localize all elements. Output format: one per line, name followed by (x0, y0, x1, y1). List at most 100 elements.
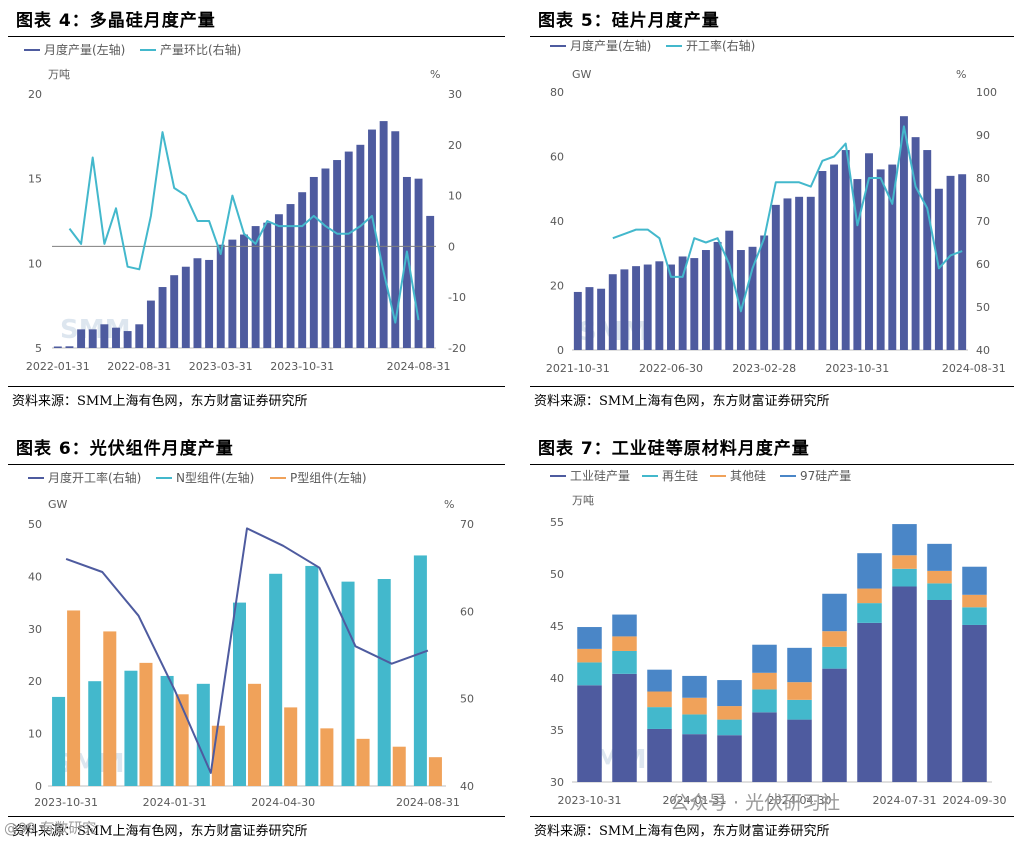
legend-label: P型组件(左轴) (290, 470, 367, 485)
bar-97-silicon (647, 669, 672, 692)
y-tick-label-left: 10 (28, 728, 42, 741)
bar-n-type (196, 683, 210, 786)
x-tick-label: 2022-06-30 (639, 362, 703, 375)
y-tick-label-left: 40 (28, 570, 42, 583)
bar-n-type (232, 602, 246, 786)
right-axis-unit: % (956, 68, 966, 81)
y-tick-label-left: 60 (550, 151, 564, 164)
title-rule (8, 36, 505, 37)
x-tick-label: 2024-01-31 (663, 794, 727, 807)
bar-industrial-silicon (752, 712, 777, 782)
bar-recycled-silicon (927, 583, 952, 600)
bar (112, 327, 120, 348)
bar (298, 192, 307, 348)
bar-industrial-silicon (787, 719, 812, 782)
bar-p-type (248, 683, 262, 786)
bar-n-type (305, 565, 319, 786)
bar (333, 160, 342, 348)
bar (170, 275, 179, 348)
bar-industrial-silicon (822, 668, 847, 782)
left-axis-unit: 万吨 (572, 494, 594, 507)
legend-label: 开工率(右轴) (686, 38, 755, 53)
bar-industrial-silicon (717, 735, 742, 782)
bar (123, 331, 132, 348)
right-axis-unit: % (444, 498, 454, 511)
x-tick-label: 2024-01-31 (143, 796, 207, 809)
bar-recycled-silicon (577, 662, 602, 686)
source-rule (8, 386, 505, 387)
bar-n-type (341, 581, 355, 786)
bar (263, 222, 272, 348)
chart-module: 月度开工率(右轴) N型组件(左轴) P型组件(左轴) GW % 50 40 30 20 10 0 7… (28, 470, 474, 809)
bar (88, 329, 97, 348)
bar (713, 241, 722, 350)
bar-industrial-silicon (927, 600, 952, 782)
y-tick-label-left: 5 (35, 342, 42, 355)
bar (391, 131, 400, 348)
bar (632, 266, 641, 350)
chart-title-wafer: 图表 5：硅片月度产量 (538, 11, 720, 31)
bar-97-silicon (962, 566, 987, 595)
bar-p-type (392, 746, 406, 786)
bar-other-silicon (892, 555, 917, 569)
series-line (68, 131, 420, 324)
chart-polysilicon: 月度产量(左轴)产量环比(右轴)万吨%20151053020100-10-20S… (24, 42, 466, 373)
bar (888, 164, 897, 350)
source-rule (8, 816, 505, 817)
series-line (612, 125, 963, 313)
x-tick-label: 2023-03-31 (189, 360, 253, 373)
chart-title-polysilicon: 图表 4：多晶硅月度产量 (16, 11, 216, 31)
bar-97-silicon (857, 553, 882, 589)
source-rule (530, 386, 1014, 387)
bar (876, 169, 885, 350)
bar (830, 164, 839, 350)
bar (426, 215, 435, 348)
bar (934, 188, 943, 350)
bar (597, 288, 606, 350)
x-tick-label: 2022-08-31 (107, 360, 171, 373)
y-tick-label-left: 80 (550, 86, 564, 99)
bar (274, 214, 283, 348)
bar (678, 256, 687, 350)
x-tick-label: 2024-04-30 (768, 794, 832, 807)
bar-industrial-silicon (962, 624, 987, 782)
y-tick-label-left: 55 (550, 516, 564, 529)
x-tick-label: 2023-10-31 (825, 362, 889, 375)
x-tick-label: 2024-08-31 (942, 362, 1006, 375)
y-tick-label-left: 20 (28, 675, 42, 688)
chart-wafer: 月度产量(左轴) 开工率(右轴) GW % 80 60 40 20 0 100 90 80 70 60 50… (546, 38, 1006, 375)
bar (146, 300, 155, 348)
source-note: 资料来源：SMM上海有色网，东方财富证券研究所 (12, 394, 308, 409)
bar-p-type (103, 631, 117, 786)
y-tick-label-right: 90 (976, 129, 990, 142)
left-axis-unit: 万吨 (48, 68, 70, 81)
source-note: 资料来源：SMM上海有色网，东方财富证券研究所 (534, 394, 830, 409)
bar (748, 246, 757, 350)
bar (690, 258, 699, 350)
bar-p-type (428, 757, 442, 786)
legend-label: 其他硅 (730, 469, 766, 483)
y-tick-label-left: 15 (28, 173, 42, 186)
right-axis-unit: % (430, 68, 440, 81)
bar-n-type (160, 675, 174, 786)
y-tick-label-right: 40 (976, 344, 990, 357)
bar-p-type (139, 662, 153, 786)
bar (193, 258, 202, 348)
chart-panel-polysilicon: 图表 4：多晶硅月度产量 月度产量(左轴) 产量环比(右轴) 万吨% 20 15 10 5 3… (8, 6, 505, 412)
bar (655, 261, 664, 350)
x-tick-label: 2024-08-31 (387, 360, 451, 373)
bar-recycled-silicon (647, 707, 672, 729)
bar-n-type (88, 681, 102, 786)
bar (958, 174, 967, 350)
bar (344, 151, 353, 348)
bar-p-type (284, 707, 298, 786)
bar (946, 175, 955, 350)
y-tick-label-left: 20 (550, 280, 564, 293)
bar (321, 168, 330, 348)
bar (402, 176, 411, 348)
bar (865, 153, 873, 350)
bar-recycled-silicon (682, 714, 707, 735)
y-tick-label-left: 50 (550, 568, 564, 581)
x-tick-label: 2023-10-31 (558, 794, 622, 807)
bar (725, 230, 734, 350)
